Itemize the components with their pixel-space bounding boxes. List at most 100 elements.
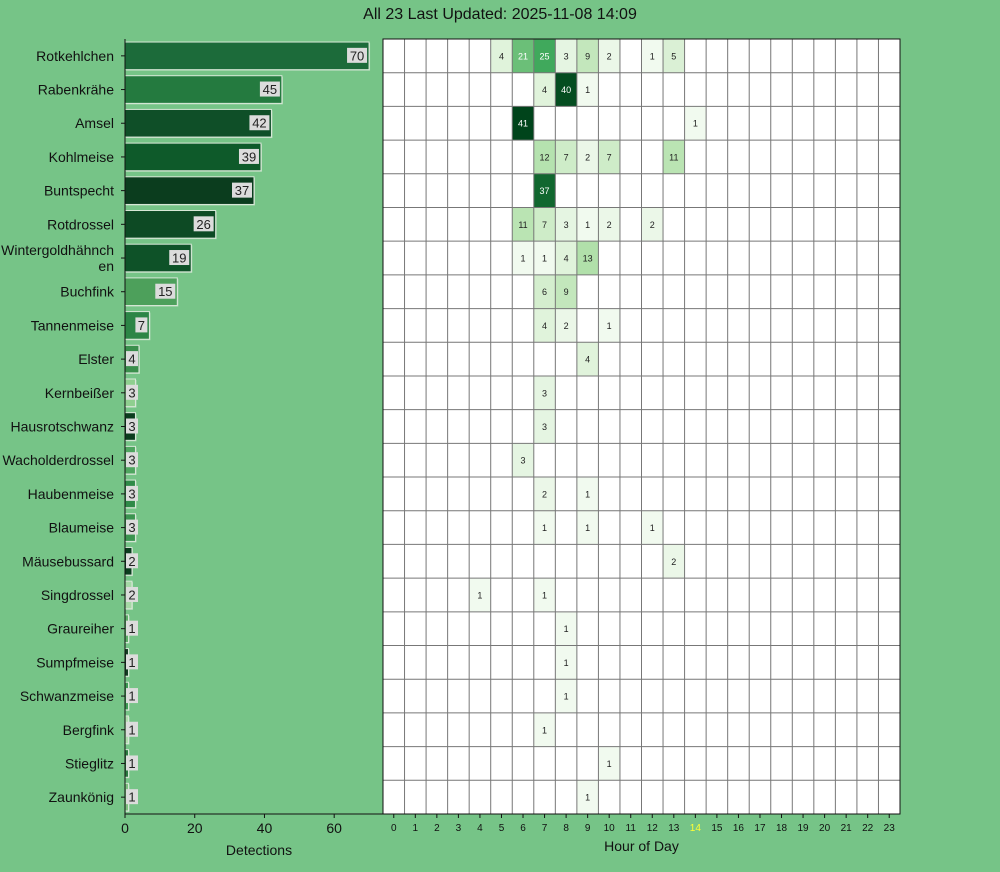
category-label: Rabenkrähe <box>38 82 114 98</box>
heatmap-cell <box>533 274 556 309</box>
bar-value-box <box>169 250 190 266</box>
heatmap-cell <box>555 679 577 713</box>
heatmap-cell <box>533 712 556 747</box>
heatmap-cell-value: 1 <box>477 590 482 600</box>
heatmap-cell-value: 5 <box>671 51 676 61</box>
bar-value-label: 42 <box>252 116 266 131</box>
heatmap-cell <box>533 477 556 511</box>
heatmap-cell <box>555 39 577 73</box>
heatmap-cell-value: 3 <box>564 220 569 230</box>
heatmap-cell-value: 2 <box>564 321 569 331</box>
heatmap-cell-value: 4 <box>499 51 504 61</box>
bar-value-box <box>126 654 138 670</box>
bar-value-label: 1 <box>128 689 135 704</box>
heatmap-cell-value: 25 <box>540 51 550 61</box>
heatmap-cell-value: 3 <box>521 456 526 466</box>
category-label: Kernbeißer <box>45 385 115 401</box>
hour-tick-label: 7 <box>542 823 548 834</box>
heatmap-cell <box>533 207 556 242</box>
heatmap-cell-value: 11 <box>518 220 527 230</box>
bar-value-label: 1 <box>128 655 135 670</box>
category-label: Haubenmeise <box>28 486 115 502</box>
heatmap-cell <box>512 207 534 242</box>
heatmap-cell <box>684 106 707 141</box>
category-label: Schwanzmeise <box>20 688 114 704</box>
bar-value-label: 26 <box>196 217 210 232</box>
heatmap-cell <box>555 645 577 680</box>
bar-value-box <box>126 553 138 569</box>
heatmap-cell <box>641 39 664 73</box>
bar <box>124 41 370 71</box>
x-tick-label: 60 <box>326 820 342 836</box>
hour-tick-label: 12 <box>647 823 659 834</box>
bar-value-label: 2 <box>128 554 135 569</box>
hour-tick-label: 14 <box>690 823 702 834</box>
page-title: All 23 Last Updated: 2025-11-08 14:09 <box>363 6 637 23</box>
hour-tick-label: 22 <box>862 823 874 834</box>
hour-tick-label: 3 <box>456 823 462 834</box>
heatmap-cell-value: 1 <box>650 51 655 61</box>
heatmap-frame <box>382 38 901 815</box>
hour-tick-label: 4 <box>477 823 483 834</box>
heatmap-cell <box>576 241 599 275</box>
hour-tick-label: 17 <box>754 823 766 834</box>
heatmap-cell <box>512 241 534 275</box>
heatmap-cell <box>533 140 556 174</box>
heatmap-cell <box>641 510 664 545</box>
category-label: en <box>98 258 114 274</box>
hour-tick-label: 21 <box>841 823 853 834</box>
heatmap-cell <box>555 308 577 343</box>
category-label: Amsel <box>75 115 114 131</box>
heatmap-cell-value: 1 <box>585 220 590 230</box>
bar-value-box <box>126 755 138 771</box>
heatmap-cell <box>555 611 577 646</box>
category-label: Zaunkönig <box>49 789 114 805</box>
category-label: Stieglitz <box>65 755 114 771</box>
heatmap-cell <box>663 544 685 579</box>
bar-value-box <box>259 81 280 97</box>
category-label: Rotdrossel <box>47 216 114 232</box>
heatmap-cell-value: 37 <box>540 186 550 196</box>
bar-value-label: 4 <box>128 352 135 367</box>
hour-tick-label: 9 <box>585 823 591 834</box>
bar-value-label: 2 <box>128 587 135 602</box>
heatmap-cell <box>555 140 577 174</box>
category-label: Buntspecht <box>44 183 114 199</box>
heatmap-cell-value: 1 <box>542 254 547 264</box>
bar-value-label: 70 <box>350 48 364 63</box>
heatmap-cell-value: 1 <box>693 119 698 129</box>
heatmap-cell <box>555 207 577 242</box>
heatmap-cell-value: 40 <box>561 85 571 95</box>
heatmap-cell-value: 3 <box>542 388 547 398</box>
bar-value-label: 15 <box>158 284 172 299</box>
bar-value-label: 45 <box>263 82 277 97</box>
category-label: Sumpfmeise <box>36 654 114 670</box>
bar-value-label: 3 <box>128 520 135 535</box>
heatmap-cell-value: 2 <box>671 557 676 567</box>
heatmap-cell-value: 1 <box>542 590 547 600</box>
heatmap-cell-value: 1 <box>607 321 612 331</box>
heatmap-cell <box>598 746 620 781</box>
heatmap-cell-value: 9 <box>585 51 590 61</box>
heatmap-cell <box>576 342 599 376</box>
bar-value-label: 3 <box>128 419 135 434</box>
heatmap-cell <box>533 375 556 410</box>
bar-value-box <box>347 47 368 63</box>
heatmap-cell-value: 3 <box>564 51 569 61</box>
heatmap-cell <box>533 308 556 343</box>
bar-value-box <box>193 216 214 232</box>
category-label: Rotkehlchen <box>36 48 114 64</box>
bar-value-label: 3 <box>128 486 135 501</box>
heatmap-cell <box>533 72 556 107</box>
category-label: Wacholderdrossel <box>2 452 114 468</box>
bar-value-label: 37 <box>235 183 249 198</box>
heatmap-cell <box>512 39 534 73</box>
heatmap-cell-value: 2 <box>607 51 612 61</box>
hour-tick-label: 19 <box>798 823 810 834</box>
bar-value-box <box>126 384 138 400</box>
heatmap-cell <box>576 140 599 174</box>
bar-value-box <box>126 620 138 636</box>
heatmap-cell-value: 1 <box>585 85 590 95</box>
heatmap-cell-value: 7 <box>564 152 569 162</box>
heatmap-cell <box>576 477 599 511</box>
